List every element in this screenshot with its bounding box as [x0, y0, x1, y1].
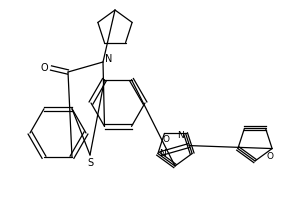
Text: N: N — [105, 54, 113, 64]
Text: N: N — [160, 149, 166, 158]
Text: N: N — [177, 131, 184, 140]
Text: O: O — [40, 63, 48, 73]
Text: O: O — [163, 135, 170, 144]
Text: S: S — [87, 158, 93, 168]
Text: O: O — [267, 152, 274, 161]
